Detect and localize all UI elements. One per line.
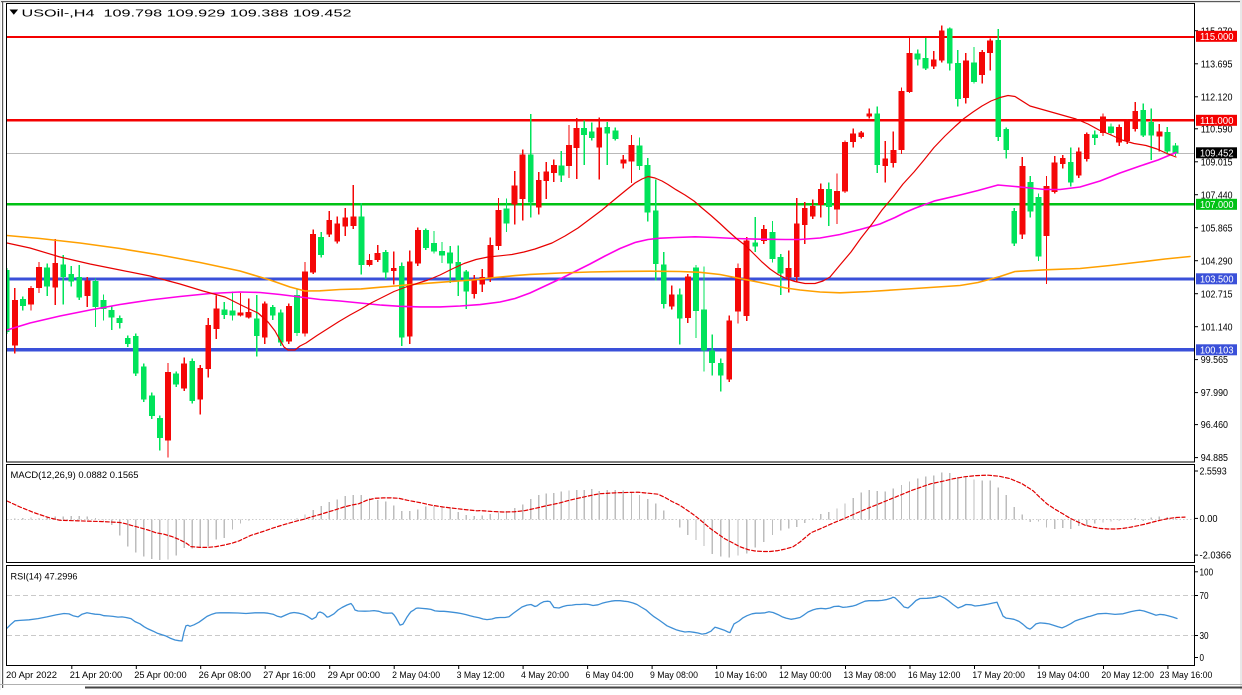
svg-text:104.290: 104.290 (1201, 256, 1233, 267)
svg-text:26 Apr 08:00: 26 Apr 08:00 (199, 670, 252, 681)
svg-text:115.000: 115.000 (1200, 32, 1234, 43)
svg-text:103.500: 103.500 (1200, 274, 1234, 285)
svg-text:25 Apr 00:00: 25 Apr 00:00 (134, 670, 187, 681)
svg-text:94.885: 94.885 (1201, 453, 1229, 464)
svg-text:2.5593: 2.5593 (1200, 467, 1228, 478)
svg-text:111.000: 111.000 (1200, 116, 1234, 127)
svg-text:-2.0366: -2.0366 (1200, 551, 1232, 562)
svg-text:16 May 12:00: 16 May 12:00 (908, 670, 961, 681)
svg-text:19 May 04:00: 19 May 04:00 (1037, 670, 1090, 681)
svg-text:0: 0 (1200, 653, 1205, 664)
svg-text:12 May 00:00: 12 May 00:00 (779, 670, 832, 681)
svg-text:109.015: 109.015 (1201, 157, 1233, 168)
svg-text:RSI(14) 47.2996: RSI(14) 47.2996 (11, 572, 78, 583)
svg-text:3 May 12:00: 3 May 12:00 (457, 670, 505, 681)
svg-text:2 May 04:00: 2 May 04:00 (392, 670, 440, 681)
svg-text:4 May 20:00: 4 May 20:00 (521, 670, 569, 681)
svg-text:10 May 16:00: 10 May 16:00 (715, 670, 768, 681)
svg-text:112.120: 112.120 (1201, 92, 1233, 103)
svg-text:29 Apr 00:00: 29 Apr 00:00 (328, 670, 381, 681)
svg-text:27 Apr 16:00: 27 Apr 16:00 (263, 670, 316, 681)
svg-text:102.715: 102.715 (1201, 289, 1233, 300)
svg-text:105.865: 105.865 (1201, 223, 1233, 234)
svg-text:6 May 04:00: 6 May 04:00 (586, 670, 634, 681)
svg-text:107.440: 107.440 (1201, 190, 1233, 201)
svg-text:100.103: 100.103 (1200, 345, 1234, 356)
svg-text:30: 30 (1200, 631, 1209, 642)
svg-text:0.00: 0.00 (1200, 514, 1219, 525)
svg-text:13 May 08:00: 13 May 08:00 (843, 670, 896, 681)
svg-text:96.460: 96.460 (1201, 420, 1229, 431)
svg-text:97.990: 97.990 (1201, 388, 1229, 399)
svg-text:20 May 12:00: 20 May 12:00 (1101, 670, 1154, 681)
svg-text:113.695: 113.695 (1201, 59, 1233, 70)
svg-text:107.000: 107.000 (1200, 200, 1234, 211)
svg-text:20 Apr 2022: 20 Apr 2022 (6, 670, 57, 681)
svg-text:99.565: 99.565 (1201, 355, 1229, 366)
svg-text:101.140: 101.140 (1201, 322, 1233, 333)
svg-text:109.452: 109.452 (1200, 148, 1234, 159)
svg-text:17 May 20:00: 17 May 20:00 (972, 670, 1025, 681)
svg-text:9 May 08:00: 9 May 08:00 (650, 670, 698, 681)
svg-text:21 Apr 20:00: 21 Apr 20:00 (70, 670, 123, 681)
svg-text:100: 100 (1200, 567, 1214, 578)
svg-text:USOil-,H4 109.798 109.929 109: USOil-,H4 109.798 109.929 109.388 109.45… (22, 8, 352, 20)
svg-text:23 May 16:00: 23 May 16:00 (1160, 670, 1213, 681)
svg-text:110.590: 110.590 (1201, 124, 1233, 135)
svg-text:70: 70 (1200, 591, 1209, 602)
svg-text:MACD(12,26,9) 0.0882 0.1565: MACD(12,26,9) 0.0882 0.1565 (11, 470, 139, 481)
